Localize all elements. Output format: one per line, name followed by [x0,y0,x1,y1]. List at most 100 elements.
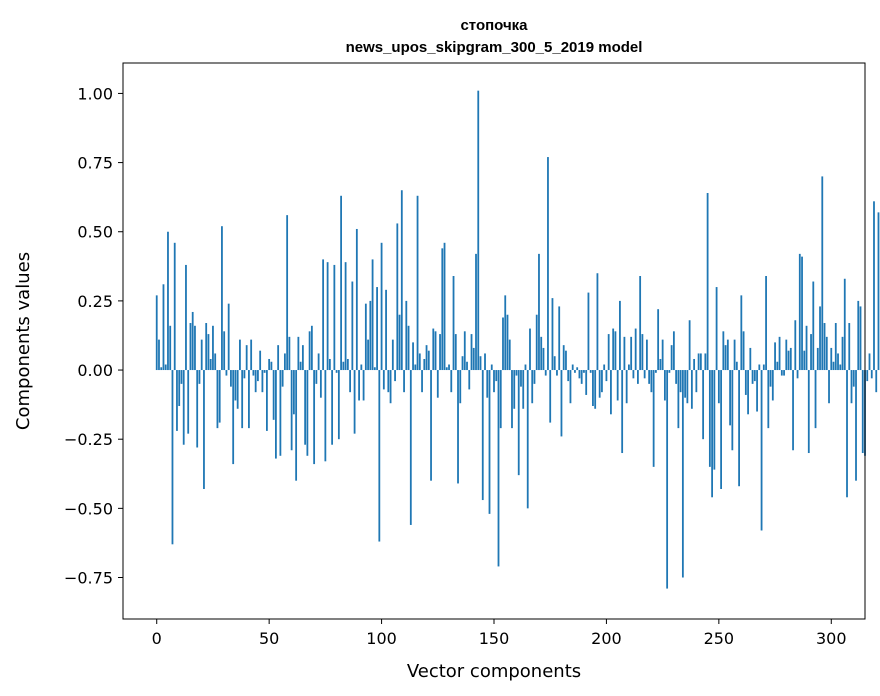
bar-221 [652,370,655,467]
bar-234 [681,370,684,578]
bar-60 [290,370,293,451]
bar-38 [241,370,244,429]
x-axis-label: Vector components [407,661,581,682]
bar-48 [263,370,266,373]
bar-197 [598,370,601,398]
bars-group [155,90,880,589]
bar-277 [778,336,781,371]
bar-294 [816,347,819,371]
bar-159 [513,370,516,409]
bar-65 [301,345,304,371]
x-tick-label: 150 [479,629,510,648]
bar-20 [200,339,203,371]
bar-180 [560,370,563,437]
bar-220 [650,370,653,393]
bar-145 [481,370,484,501]
bar-183 [567,370,570,382]
bar-284 [794,320,797,371]
bar-228 [668,370,671,373]
bar-225 [661,339,664,371]
bar-90 [358,370,360,401]
bar-308 [848,323,851,371]
bar-85 [346,358,349,371]
bar-81 [337,370,340,440]
bar-209 [625,370,628,404]
bar-93 [364,303,367,371]
bar-230 [672,331,675,371]
bar-87 [351,281,354,371]
bar-291 [810,334,812,371]
bar-258 [735,361,738,371]
bar-306 [843,278,846,371]
bar-22 [205,323,208,371]
x-axis-ticks: 0 50 100 150 200 250 300 [152,619,847,648]
bar-113 [409,370,412,525]
bar-172 [542,347,545,371]
bar-269 [760,370,763,531]
bar-117 [418,353,421,371]
bar-270 [762,364,765,371]
bar-118 [421,370,423,393]
x-tick-label: 300 [816,629,847,648]
bar-249 [715,287,718,371]
bar-57 [283,353,286,371]
bar-29 [221,226,223,371]
bar-321 [877,212,880,371]
bar-265 [751,370,754,384]
bar-198 [601,370,603,393]
bar-261 [742,331,745,371]
bar-110 [403,370,405,393]
bar-2 [160,367,163,371]
bar-215 [639,276,642,371]
bar-51 [270,361,273,371]
bar-13 [185,264,187,371]
bar-280 [785,339,788,371]
bar-123 [432,328,435,371]
bar-7 [171,370,174,545]
bar-305 [841,336,844,371]
bar-122 [430,370,432,481]
bar-86 [349,370,351,393]
bar-53 [275,370,277,459]
bar-142 [475,253,477,371]
bar-282 [789,347,792,371]
bar-167 [531,370,534,404]
bar-138 [466,361,468,371]
bar-147 [486,370,489,398]
y-tick-label: −0.50 [64,499,113,518]
bar-98 [376,287,378,371]
bar-293 [814,370,817,429]
bar-318 [870,370,873,379]
bar-285 [796,370,799,379]
bar-267 [756,370,758,412]
bar-278 [780,370,783,376]
bar-21 [203,370,205,489]
bar-256 [731,370,734,451]
bar-175 [549,370,552,423]
bar-232 [677,370,680,429]
bar-59 [288,336,291,371]
bar-181 [562,345,565,371]
bar-236 [686,370,689,404]
bar-276 [776,361,779,371]
bar-34 [232,370,235,465]
bar-162 [520,370,522,387]
bar-281 [787,350,790,371]
bar-37 [239,339,241,371]
bar-44 [254,370,257,393]
bar-223 [657,309,660,371]
bar-288 [803,350,806,371]
bar-289 [805,325,808,371]
bar-303 [837,353,839,371]
bar-96 [371,259,374,371]
bar-89 [355,228,358,371]
bar-208 [623,336,626,371]
x-tick-label: 200 [591,629,622,648]
bar-5 [167,231,169,371]
bar-231 [675,370,678,384]
bar-205 [616,370,619,401]
y-axis-label: Components values [13,252,34,430]
bar-74 [322,259,325,371]
x-tick-label: 50 [259,629,279,648]
